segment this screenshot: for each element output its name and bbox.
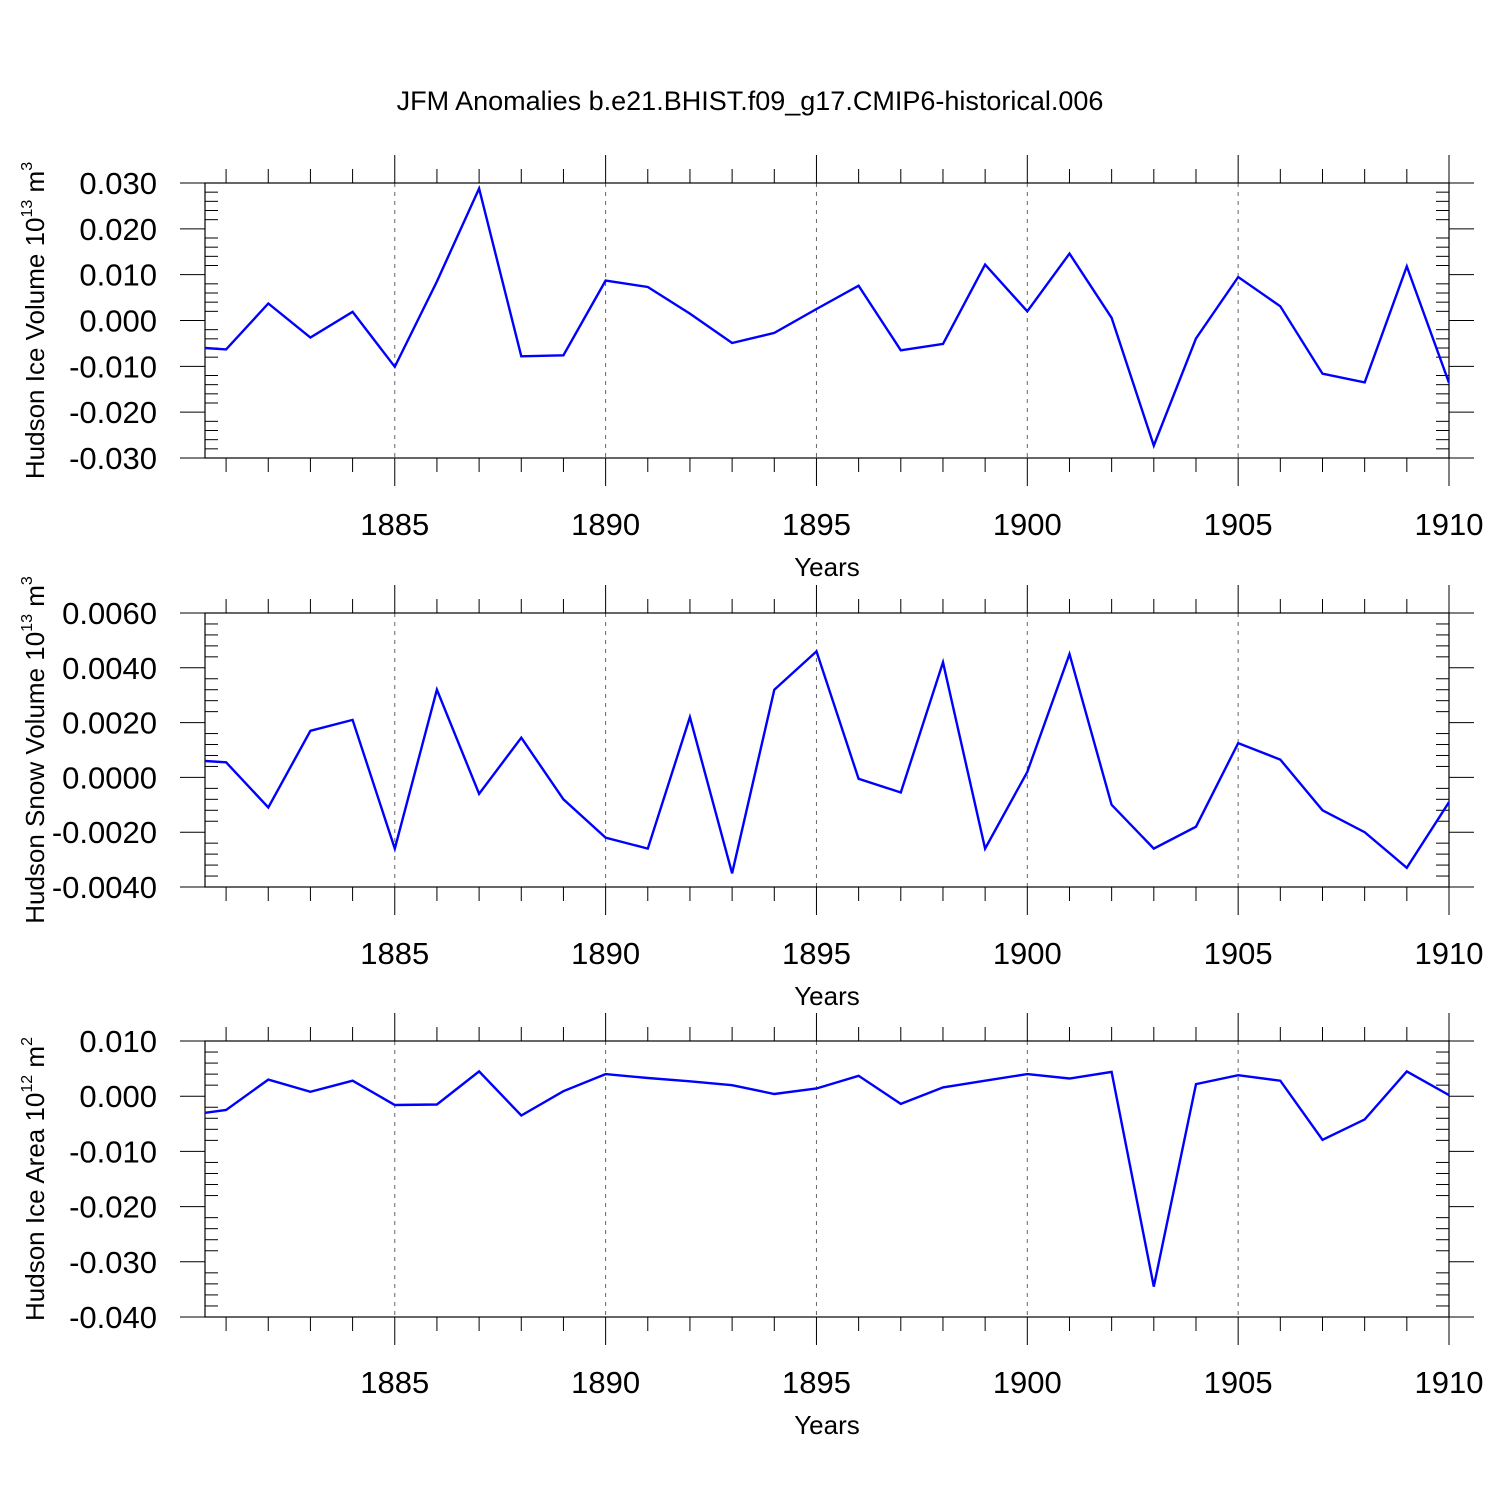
x-axis-label: Years — [794, 981, 860, 1011]
y-tick-label: 0.0040 — [62, 651, 157, 686]
y-axis-label-superscript: 2 — [19, 1037, 36, 1046]
x-tick-label: 1900 — [993, 1365, 1062, 1400]
y-tick-label: -0.030 — [69, 441, 157, 476]
y-axis-label-text: Hudson Ice Volume 10 — [20, 217, 50, 479]
series-line — [205, 649, 1449, 874]
y-axis-label-superscript: 13 — [19, 614, 36, 632]
y-tick-label: -0.020 — [69, 1190, 157, 1225]
x-tick-label: 1885 — [360, 1365, 429, 1400]
panels: 0.030 0.020 0.010 0.000 -0.010 -0.020 -0.030 18… — [19, 155, 1483, 1440]
y-tick-label: 0.0020 — [62, 706, 157, 741]
x-tick-label: 1905 — [1204, 936, 1273, 971]
y-axis-label-text: m — [20, 171, 50, 200]
x-tick-label: 1895 — [782, 507, 851, 542]
chart-panel-2: 0.0060 0.0040 0.0020 0.0000 -0.0020 -0.0040 18… — [19, 576, 1483, 1011]
y-tick-label: 0.0060 — [62, 596, 157, 631]
plot-frame — [204, 182, 1450, 459]
y-tick-label: 0.010 — [79, 1024, 157, 1059]
x-axis-label: Years — [794, 1410, 860, 1440]
x-tick-label: 1910 — [1415, 507, 1484, 542]
y-axis-label-text: Hudson Snow Volume 10 — [20, 632, 50, 924]
y-axis-label-superscript: 3 — [19, 162, 36, 171]
y-tick-label: 0.010 — [79, 258, 157, 293]
chart-title: JFM Anomalies b.e21.BHIST.f09_g17.CMIP6-… — [397, 86, 1104, 116]
chart-panel-1: 0.030 0.020 0.010 0.000 -0.010 -0.020 -0.030 18… — [19, 155, 1483, 582]
x-tick-label: 1890 — [571, 507, 640, 542]
y-tick-label: 0.030 — [79, 166, 157, 201]
y-axis-label: Hudson Ice Volume 1013 m3 — [19, 162, 50, 479]
x-tick-label: 1890 — [571, 936, 640, 971]
y-tick-label: 0.0000 — [62, 760, 157, 795]
y-tick-label: -0.010 — [69, 1134, 157, 1169]
y-tick-label: -0.0040 — [52, 870, 157, 905]
x-tick-label: 1900 — [993, 507, 1062, 542]
plot-frame — [204, 612, 1450, 888]
x-tick-label: 1885 — [360, 936, 429, 971]
y-tick-label: 0.020 — [79, 212, 157, 247]
x-tick-label: 1890 — [571, 1365, 640, 1400]
y-tick-label: -0.010 — [69, 349, 157, 384]
y-axis-label-text: m — [20, 585, 50, 614]
y-tick-label: -0.020 — [69, 395, 157, 430]
x-tick-label: 1895 — [782, 1365, 851, 1400]
y-axis-label-superscript: 13 — [19, 200, 36, 218]
y-tick-label: -0.0020 — [52, 815, 157, 850]
x-tick-label: 1905 — [1204, 507, 1273, 542]
y-tick-label: -0.040 — [69, 1300, 157, 1335]
y-tick-label: 0.000 — [79, 1079, 157, 1114]
y-axis-label-superscript: 12 — [19, 1075, 36, 1093]
series-line — [205, 1069, 1449, 1287]
chart-panel-3: 0.010 0.000 -0.010 -0.020 -0.030 -0.040 1885 18… — [19, 1013, 1483, 1440]
y-axis-label: Hudson Ice Area 1012 m2 — [19, 1037, 50, 1321]
y-axis-label-text: m — [20, 1046, 50, 1075]
y-axis-label-superscript: 3 — [19, 576, 36, 585]
x-tick-label: 1905 — [1204, 1365, 1273, 1400]
y-axis-label: Hudson Snow Volume 1013 m3 — [19, 576, 50, 924]
series-line — [205, 184, 1449, 450]
x-axis-label: Years — [794, 552, 860, 582]
x-tick-label: 1900 — [993, 936, 1062, 971]
y-tick-label: -0.030 — [69, 1245, 157, 1280]
y-axis-label-text: Hudson Ice Area 10 — [20, 1093, 50, 1321]
x-tick-label: 1910 — [1415, 1365, 1484, 1400]
x-tick-label: 1895 — [782, 936, 851, 971]
plot-frame — [204, 1040, 1450, 1318]
x-tick-label: 1885 — [360, 507, 429, 542]
y-tick-label: 0.000 — [79, 304, 157, 339]
x-tick-label: 1910 — [1415, 936, 1484, 971]
